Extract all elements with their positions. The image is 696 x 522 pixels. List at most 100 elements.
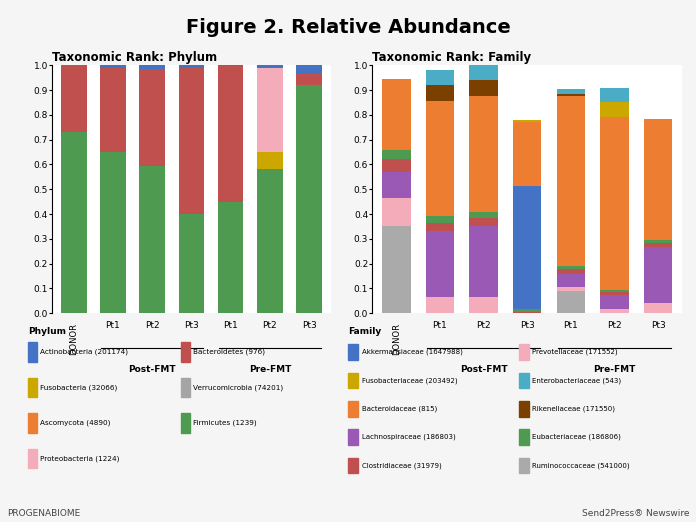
Bar [513,310,541,312]
Text: Lachnospiraceae (186803): Lachnospiraceae (186803) [362,434,455,441]
Text: Akkermansiaceae (1647988): Akkermansiaceae (1647988) [362,349,463,355]
Text: Pt1: Pt1 [106,321,120,329]
Bar [426,297,454,313]
Bar [100,152,126,313]
Bar [348,458,358,473]
Bar [519,344,529,360]
Bar [600,310,628,313]
Text: Pre-FMT: Pre-FMT [593,365,635,374]
Bar [644,247,672,303]
Text: Pt1: Pt1 [564,321,578,329]
Text: Pre-FMT: Pre-FMT [248,365,291,374]
Text: PROGENABIOME: PROGENABIOME [7,509,80,518]
Bar [257,169,283,313]
Bar [513,185,541,310]
Bar [469,297,498,313]
Bar [644,303,672,313]
Bar [513,122,541,185]
Text: Fusobacteriaceae (203492): Fusobacteriaceae (203492) [362,377,457,384]
Text: Rikenellaceae (171550): Rikenellaceae (171550) [532,406,615,412]
Text: Post-FMT: Post-FMT [460,365,507,374]
Bar [61,65,86,132]
Bar [181,413,190,433]
Bar [557,89,585,94]
Text: Figure 2. Relative Abundance: Figure 2. Relative Abundance [186,18,510,37]
Bar [557,266,585,268]
Text: Prevotellaceae (171552): Prevotellaceae (171552) [532,349,618,355]
Bar [426,85,454,101]
Bar [181,342,190,362]
Bar [257,65,283,68]
Text: Pt3: Pt3 [301,321,317,329]
Text: Pt1: Pt1 [433,321,448,329]
Bar [139,65,165,69]
Text: Taxonomic Rank: Family: Taxonomic Rank: Family [372,51,532,64]
Bar [382,227,411,313]
Bar [644,243,672,247]
Bar [426,217,454,223]
Bar [513,120,541,122]
Bar [382,198,411,227]
Bar [557,96,585,266]
Bar [557,291,585,313]
Bar [600,88,628,102]
Text: Taxonomic Rank: Phylum: Taxonomic Rank: Phylum [52,51,217,64]
Bar [557,287,585,291]
Bar [382,79,411,149]
Text: Clostridiaceae (31979): Clostridiaceae (31979) [362,462,441,469]
Text: Phylum: Phylum [28,327,66,336]
Bar [382,172,411,198]
Bar [600,294,628,310]
Text: Enterobacteriaceae (543): Enterobacteriaceae (543) [532,377,622,384]
Bar [557,94,585,96]
Bar [348,430,358,445]
Text: DONOR: DONOR [70,323,78,355]
Bar [218,201,244,313]
Text: Ruminococcaceae (541000): Ruminococcaceae (541000) [532,462,630,469]
Bar [296,65,322,73]
Text: Pt3: Pt3 [520,321,535,329]
Bar [600,292,628,294]
Bar [469,218,498,227]
Bar [519,401,529,417]
Bar [179,68,204,214]
Bar [644,240,672,243]
Bar [181,378,190,397]
Bar [139,165,165,313]
Text: Pt2: Pt2 [262,321,277,329]
Text: Fusobacteria (32066): Fusobacteria (32066) [40,384,118,391]
Bar [296,85,322,313]
Bar [426,231,454,297]
Text: Family: Family [348,327,381,336]
Bar [100,65,126,68]
Bar [382,160,411,172]
Bar [600,117,628,290]
Text: Verrucomicrobia (74201): Verrucomicrobia (74201) [193,384,283,391]
Bar [469,80,498,96]
Text: Pt3: Pt3 [184,321,199,329]
Bar [28,378,37,397]
Bar [426,223,454,231]
Bar [28,413,37,433]
Bar [139,69,165,165]
Bar [426,70,454,85]
Bar [382,149,411,160]
Text: Ascomycota (4890): Ascomycota (4890) [40,420,111,426]
Bar [426,101,454,217]
Bar [218,65,244,66]
Text: Bacteroidetes (976): Bacteroidetes (976) [193,349,265,355]
Bar [348,373,358,388]
Bar [513,312,541,313]
Text: Pt2: Pt2 [145,321,159,329]
Bar [100,68,126,152]
Text: Pt2: Pt2 [476,321,491,329]
Text: Post-FMT: Post-FMT [128,365,176,374]
Text: Send2Press® Newswire: Send2Press® Newswire [582,509,689,518]
Bar [557,268,585,274]
Bar [469,96,498,211]
Text: Proteobacteria (1224): Proteobacteria (1224) [40,455,120,462]
Bar [600,290,628,292]
Bar [28,449,37,468]
Bar [469,227,498,297]
Bar [469,65,498,80]
